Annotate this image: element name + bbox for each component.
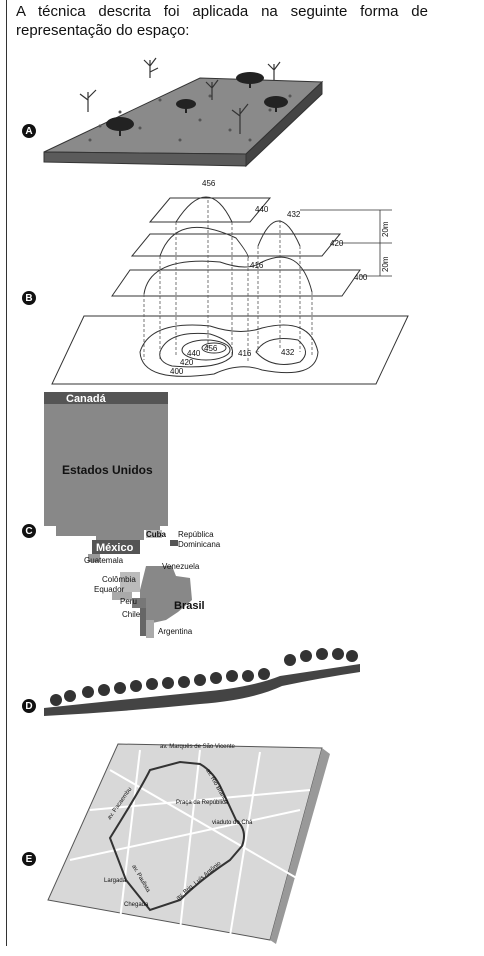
svg-text:República: República (178, 530, 214, 539)
svg-text:Chile: Chile (122, 610, 141, 619)
svg-text:Guatemala: Guatemala (84, 556, 124, 565)
svg-text:416: 416 (250, 261, 264, 270)
svg-text:Equador: Equador (94, 585, 125, 594)
option-c-badge[interactable]: C (22, 524, 36, 538)
svg-text:Venezuela: Venezuela (162, 562, 200, 571)
svg-text:Peru: Peru (120, 597, 137, 606)
option-a-badge[interactable]: A (22, 124, 36, 138)
svg-text:Argentina: Argentina (158, 627, 193, 636)
option-b-badge[interactable]: B (22, 291, 36, 305)
landscape-block-figure (43, 57, 324, 168)
svg-text:Estados Unidos: Estados Unidos (62, 463, 153, 477)
svg-text:432: 432 (281, 348, 295, 357)
svg-text:Chegada: Chegada (124, 902, 149, 908)
question-text: A técnica descrita foi aplicada na segui… (16, 3, 428, 39)
svg-text:Brasil: Brasil (174, 600, 205, 612)
svg-text:432: 432 (287, 210, 301, 219)
svg-text:México: México (96, 542, 134, 554)
svg-text:Canadá: Canadá (66, 393, 107, 405)
city-map-figure: av. Marquês de São Vicente av. Rio Branc… (47, 743, 330, 944)
svg-text:Praça da República: Praça da República (176, 800, 229, 806)
svg-text:416: 416 (238, 349, 252, 358)
svg-text:Dominicana: Dominicana (178, 540, 221, 549)
svg-text:420: 420 (330, 239, 344, 248)
svg-text:Cuba: Cuba (146, 530, 167, 539)
svg-text:av. Marquês de São Vicente: av. Marquês de São Vicente (160, 744, 235, 750)
svg-text:420: 420 (180, 358, 194, 367)
svg-text:400: 400 (170, 367, 184, 376)
contour-diagram-figure: 456 440 432 420 416 400 20m 20m 456 440 … (51, 179, 409, 385)
svg-text:456: 456 (202, 179, 216, 188)
svg-text:456: 456 (204, 344, 218, 353)
svg-text:viaduto do Chá: viaduto do Chá (212, 820, 253, 826)
svg-text:20m: 20m (381, 256, 390, 272)
option-e-badge[interactable]: E (22, 852, 36, 866)
svg-text:440: 440 (187, 349, 201, 358)
svg-text:440: 440 (255, 205, 269, 214)
option-d-badge[interactable]: D (22, 699, 36, 713)
svg-text:Largada: Largada (104, 878, 127, 884)
vegetation-profile-figure (44, 648, 360, 716)
cartogram-figure: Canadá Estados Unidos México Cuba Brasil… (44, 392, 221, 638)
svg-text:400: 400 (354, 273, 368, 282)
left-margin-line (6, 0, 7, 946)
svg-text:Colômbia: Colômbia (102, 575, 136, 584)
svg-text:20m: 20m (381, 221, 390, 237)
